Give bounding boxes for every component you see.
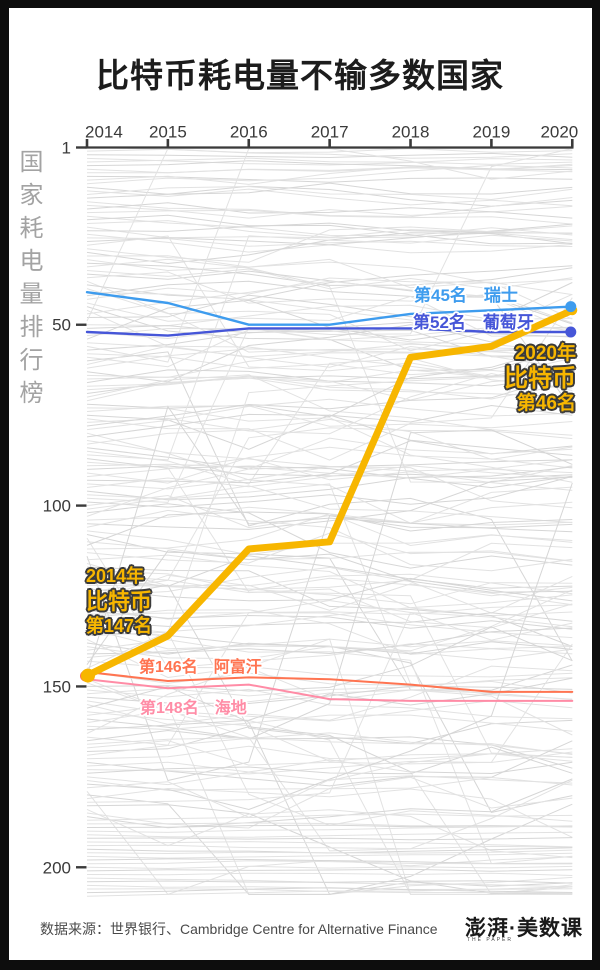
data-source: 数据来源：世界银行、Cambridge Centre for Alternati… <box>40 919 438 939</box>
series-bitcoin <box>83 306 576 680</box>
label-afghanistan: 第146名 阿富汗 <box>139 659 262 676</box>
x-tick-label: 2019 <box>472 123 510 142</box>
bitcoin-2020-rank: 第46名 <box>516 393 576 414</box>
bitcoin-2020-year: 2020年 <box>514 343 576 364</box>
background-mesh <box>86 147 573 897</box>
portugal-end-dot <box>565 326 577 338</box>
label-switzerland: 第45名 瑞士 <box>414 286 518 305</box>
x-tick-label: 2018 <box>392 123 430 142</box>
x-tick-label: 2017 <box>311 123 349 142</box>
y-tick-label: 50 <box>52 316 71 335</box>
publisher-logo-subtext: THE PAPER <box>467 937 513 943</box>
bitcoin-2014-year: 2014年 <box>86 566 145 586</box>
x-tick-label: 2016 <box>230 123 268 142</box>
series-afghanistan <box>86 671 574 693</box>
data-source-text: 世界银行、Cambridge Centre for Alternative Fi… <box>110 921 438 937</box>
bitcoin-start-dot <box>81 668 95 683</box>
page-title: 比特币耗电量不输多数国家 <box>96 57 504 94</box>
y-axis-title: 国家耗电量排行榜 <box>15 149 42 413</box>
publisher-logo-text: 澎湃·美数课 <box>465 917 583 940</box>
bitcoin-2020-name: 比特币 <box>504 365 576 392</box>
y-tick-label: 150 <box>43 677 71 696</box>
white-card <box>9 8 592 960</box>
series-portugal <box>85 327 574 337</box>
switzerland-end-dot <box>565 301 577 313</box>
y-tick-label: 1 <box>62 139 71 158</box>
publisher-logo: 澎湃·美数课 THE PAPER <box>465 912 583 943</box>
label-bitcoin-2014: 2014年 比特币 第147名 <box>86 564 152 637</box>
data-source-label: 数据来源： <box>40 921 110 937</box>
series-haiti <box>86 678 574 702</box>
label-bitcoin-2020: 2020年 比特币 第46名 <box>504 342 576 415</box>
label-haiti: 第148名 海地 <box>140 700 247 717</box>
x-tick-label: 2015 <box>149 123 187 142</box>
series-switzerland <box>85 291 574 326</box>
label-portugal: 第52名 葡萄牙 <box>413 313 534 332</box>
x-axis: 2014 2015 2016 2017 2018 2019 2020 <box>85 123 578 149</box>
x-tick-label: 2014 <box>85 123 123 142</box>
bitcoin-2014-rank: 第147名 <box>86 616 153 636</box>
y-tick-label: 100 <box>43 497 71 516</box>
bitcoin-2014-name: 比特币 <box>86 589 153 614</box>
x-tick-label: 2020 <box>540 123 578 142</box>
y-tick-label: 200 <box>43 858 71 877</box>
